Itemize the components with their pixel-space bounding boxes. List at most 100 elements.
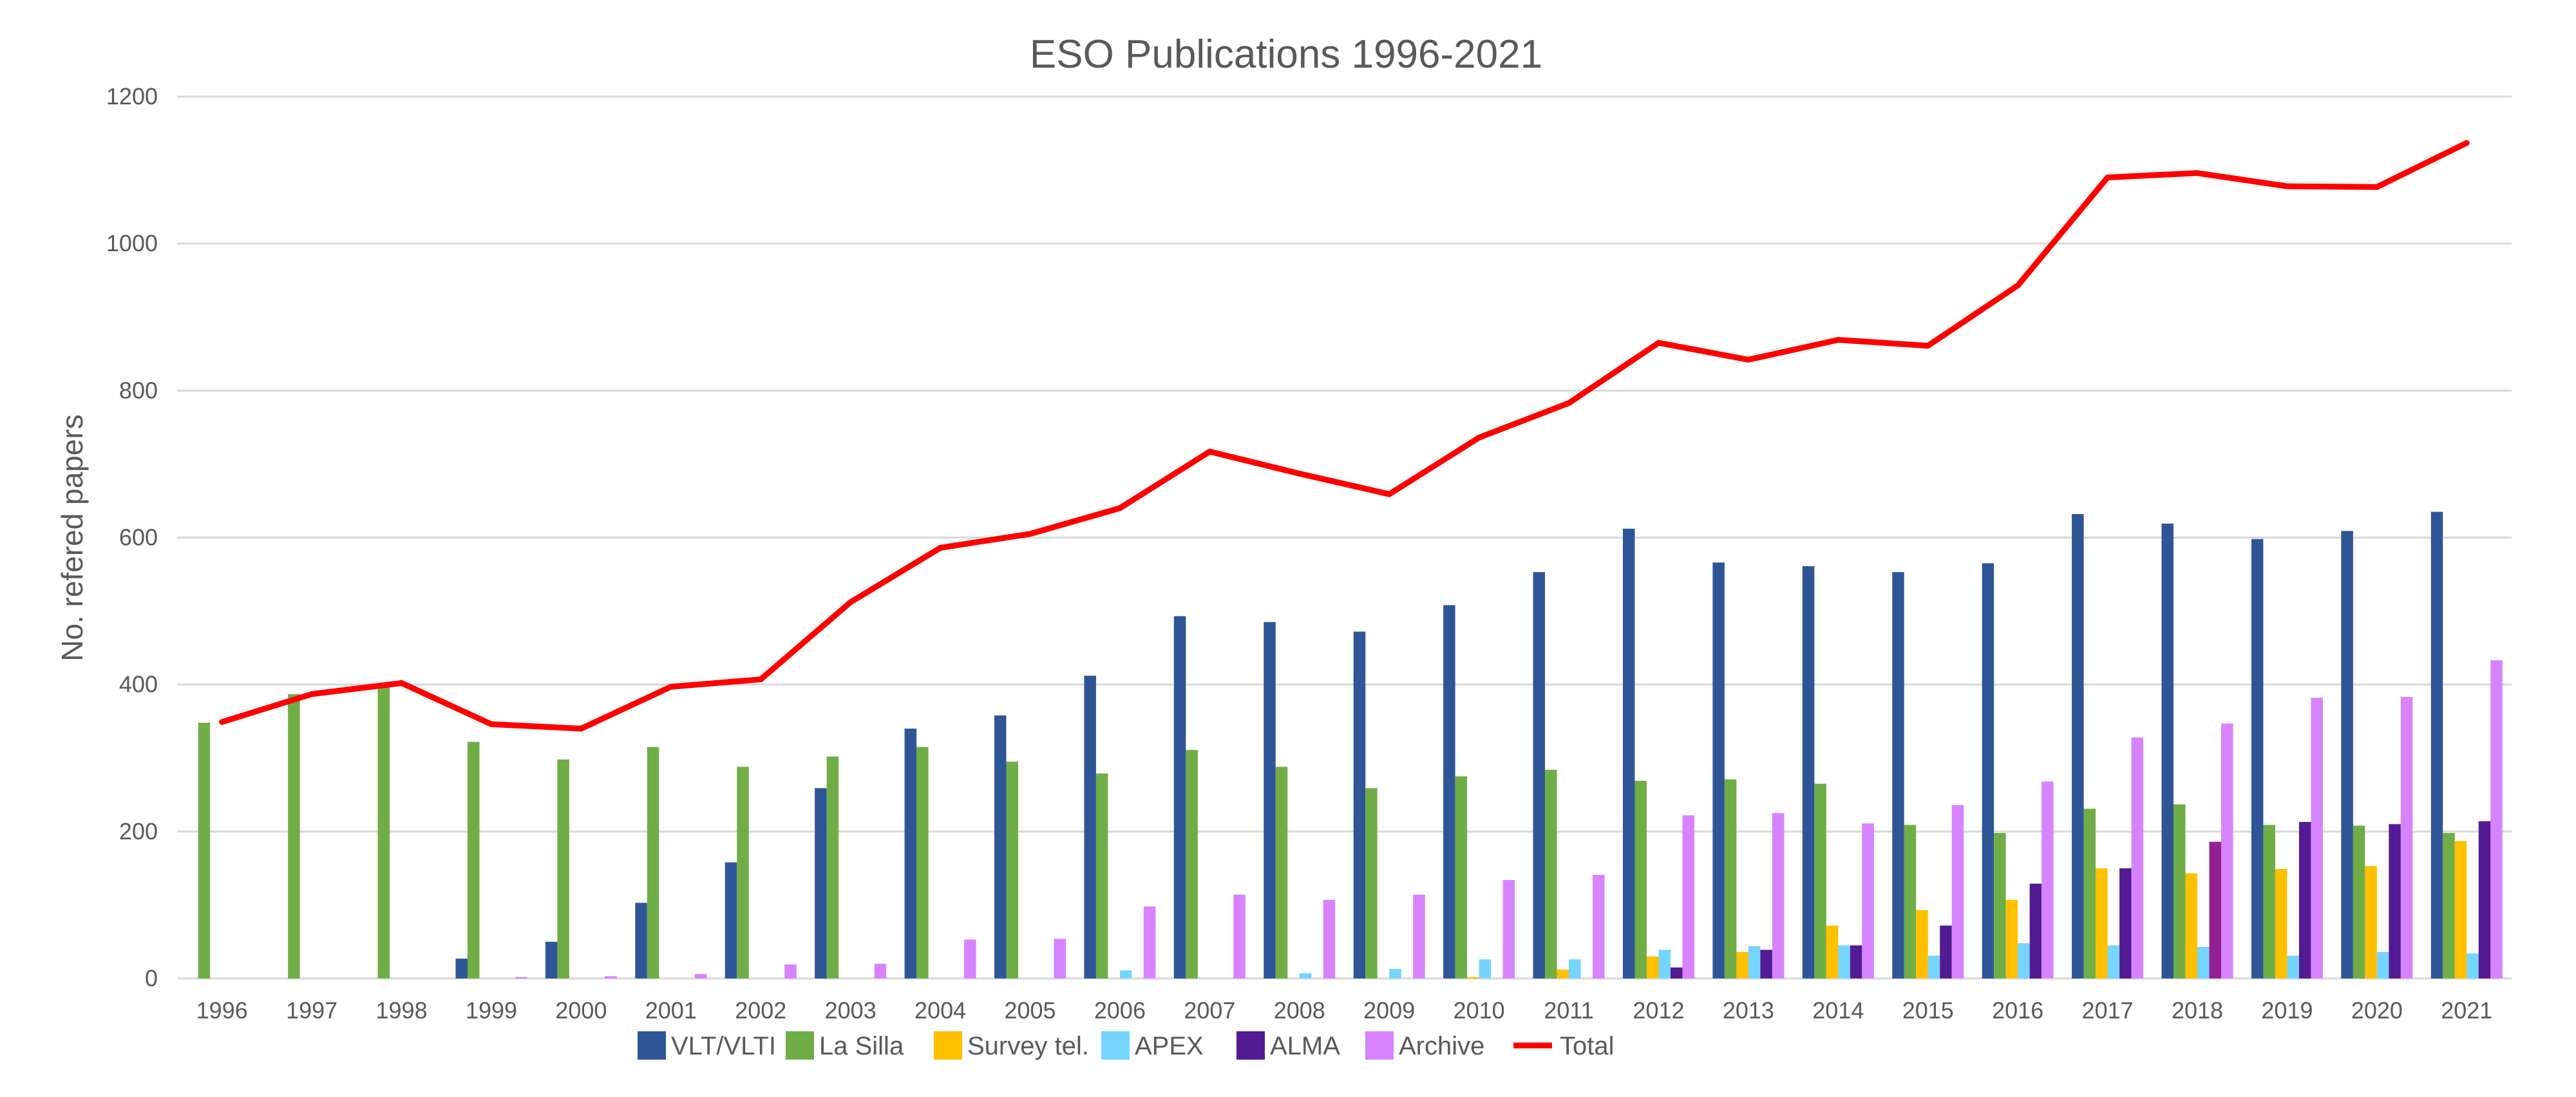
bar-alma-2012 bbox=[1671, 968, 1683, 978]
x-tick-label: 2020 bbox=[2351, 997, 2403, 1024]
x-tick-label: 2017 bbox=[2082, 997, 2134, 1024]
bar-la-silla-2008 bbox=[1276, 767, 1288, 978]
bar-archive-2016 bbox=[2041, 781, 2054, 978]
bar-alma-2016 bbox=[2030, 884, 2042, 978]
bar-la-silla-2002 bbox=[737, 767, 749, 978]
bar-apex-2008 bbox=[1300, 973, 1312, 978]
bar-vlt-vlti-2007 bbox=[1174, 616, 1186, 978]
legend-item-total: Total bbox=[1513, 1032, 1615, 1060]
y-tick-label: 800 bbox=[119, 377, 158, 403]
bars bbox=[198, 512, 2503, 978]
bar-alma-2015 bbox=[1940, 926, 1952, 978]
bar-vlt-vlti-2001 bbox=[635, 902, 647, 978]
x-tick-label: 2014 bbox=[1812, 997, 1864, 1024]
gridlines bbox=[177, 97, 2512, 978]
x-tick-label: 2000 bbox=[555, 997, 607, 1024]
legend-swatch bbox=[1365, 1031, 1394, 1060]
bar-la-silla-2004 bbox=[916, 747, 929, 978]
legend-swatch bbox=[934, 1031, 962, 1060]
bar-survey-tel--2016 bbox=[2006, 900, 2018, 978]
x-tick-label: 2013 bbox=[1723, 997, 1774, 1024]
bar-apex-2017 bbox=[2108, 946, 2120, 978]
bar-archive-2005 bbox=[1054, 939, 1066, 978]
x-tick-label: 2016 bbox=[1992, 997, 2043, 1024]
bar-survey-tel--2011 bbox=[1557, 969, 1569, 978]
x-tick-label: 2010 bbox=[1454, 997, 1505, 1024]
bar-apex-2013 bbox=[1748, 946, 1761, 978]
bar-archive-2011 bbox=[1593, 875, 1605, 978]
bar-survey-tel--2017 bbox=[2096, 868, 2108, 978]
y-tick-label: 400 bbox=[119, 671, 158, 698]
bar-survey-tel--2019 bbox=[2275, 869, 2287, 978]
y-tick-label: 600 bbox=[119, 524, 158, 551]
y-tick-label: 200 bbox=[119, 818, 158, 844]
bar-la-silla-2005 bbox=[1007, 761, 1019, 978]
legend-swatch bbox=[1236, 1031, 1265, 1060]
bar-survey-tel--2010 bbox=[1467, 977, 1479, 978]
bar-la-silla-2015 bbox=[1904, 825, 1917, 978]
total-line bbox=[222, 143, 2467, 729]
legend-swatch bbox=[786, 1031, 814, 1060]
bar-archive-2008 bbox=[1323, 900, 1336, 978]
bar-la-silla-1996 bbox=[198, 723, 211, 978]
y-tick-label: 1000 bbox=[106, 230, 158, 256]
bar-apex-2020 bbox=[2377, 952, 2389, 978]
bar-la-silla-2016 bbox=[1994, 833, 2006, 978]
bar-archive-2004 bbox=[964, 940, 976, 978]
bar-archive-2018 bbox=[2221, 723, 2233, 978]
bar-vlt-vlti-2000 bbox=[545, 942, 558, 978]
bar-vlt-vlti-2012 bbox=[1623, 529, 1635, 978]
legend-label: Archive bbox=[1399, 1032, 1484, 1060]
bar-survey-tel--2013 bbox=[1736, 952, 1748, 978]
bar-survey-tel--2020 bbox=[2365, 866, 2377, 978]
x-tick-label: 2001 bbox=[645, 997, 697, 1024]
bar-archive-2017 bbox=[2132, 738, 2144, 978]
x-tick-label: 2003 bbox=[825, 997, 876, 1024]
bar-vlt-vlti-2013 bbox=[1712, 562, 1725, 978]
legend-swatch bbox=[638, 1031, 666, 1060]
x-tick-label: 2004 bbox=[914, 997, 966, 1024]
bar-archive-2019 bbox=[2311, 698, 2323, 978]
bar-la-silla-2011 bbox=[1545, 770, 1557, 978]
x-tick-label: 2021 bbox=[2441, 997, 2492, 1024]
bar-alma-2020 bbox=[2389, 824, 2401, 978]
bar-survey-tel--2015 bbox=[1916, 910, 1928, 978]
legend-item-alma: ALMA bbox=[1236, 1031, 1340, 1060]
bar-vlt-vlti-2017 bbox=[2072, 514, 2084, 978]
bar-archive-2006 bbox=[1144, 906, 1156, 978]
x-tick-label: 1998 bbox=[376, 997, 428, 1024]
bar-vlt-vlti-2015 bbox=[1892, 572, 1904, 978]
bar-apex-2010 bbox=[1479, 959, 1492, 978]
bar-apex-2019 bbox=[2287, 956, 2299, 978]
x-tick-label: 1997 bbox=[286, 997, 337, 1024]
bar-apex-2006 bbox=[1120, 970, 1132, 978]
chart-title: ESO Publications 1996-2021 bbox=[1030, 32, 1542, 77]
bar-vlt-vlti-2006 bbox=[1084, 676, 1096, 978]
x-tick-label: 2019 bbox=[2261, 997, 2313, 1024]
bar-vlt-vlti-2021 bbox=[2431, 512, 2443, 978]
x-tick-label: 2008 bbox=[1274, 997, 1325, 1024]
bar-archive-2009 bbox=[1413, 895, 1425, 978]
bar-archive-2000 bbox=[605, 977, 617, 978]
bar-archive-2012 bbox=[1682, 816, 1694, 978]
bar-vlt-vlti-2005 bbox=[994, 716, 1007, 978]
bar-apex-2018 bbox=[2197, 947, 2210, 978]
bar-vlt-vlti-2008 bbox=[1264, 622, 1276, 978]
bar-apex-2016 bbox=[2018, 943, 2030, 978]
bar-vlt-vlti-2014 bbox=[1803, 566, 1815, 978]
bar-archive-2020 bbox=[2401, 697, 2413, 978]
bar-survey-tel--2021 bbox=[2455, 841, 2467, 978]
bar-archive-2014 bbox=[1862, 823, 1874, 978]
bar-archive-2003 bbox=[875, 964, 887, 978]
bar-la-silla-2001 bbox=[647, 747, 659, 978]
bar-la-silla-2019 bbox=[2263, 825, 2275, 978]
bar-la-silla-2009 bbox=[1365, 788, 1378, 978]
bar-vlt-vlti-2009 bbox=[1354, 632, 1366, 978]
bar-vlt-vlti-2020 bbox=[2341, 531, 2353, 978]
bar-vlt-vlti-2010 bbox=[1443, 605, 1455, 978]
bar-la-silla-2020 bbox=[2353, 826, 2365, 978]
x-tick-label: 1996 bbox=[196, 997, 248, 1024]
